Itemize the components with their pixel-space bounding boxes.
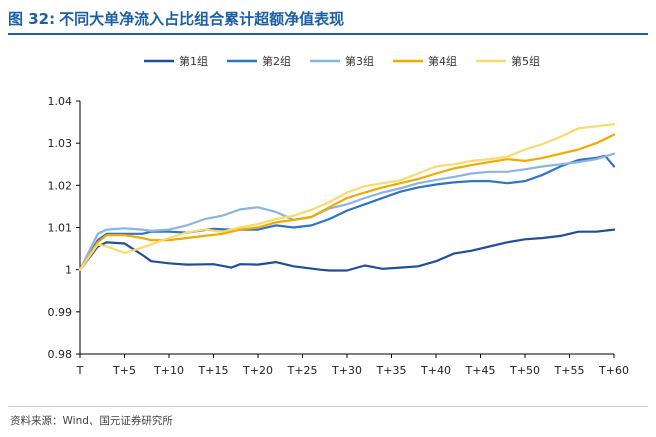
x-tick-label: T+50 [509, 364, 540, 377]
figure-title: 图 32: 不同大单净流入占比组合累计超额净值表现 [8, 8, 344, 29]
y-tick-label: 1.04 [48, 95, 73, 108]
x-tick-label: T+5 [112, 364, 136, 377]
title-underline [8, 33, 648, 35]
figure-label: 图 32: [8, 10, 56, 28]
series-line-1 [78, 228, 616, 272]
y-tick-label: 1.01 [48, 222, 73, 235]
chart-legend: 第1组 第2组 第3组 第4组 第5组 [144, 54, 540, 68]
series-line-5 [78, 123, 616, 271]
y-tick-label: 0.98 [48, 348, 73, 361]
x-tick-label: T+45 [465, 364, 496, 377]
y-tick-label: 0.99 [48, 306, 73, 319]
legend-label: 第4组 [428, 54, 457, 68]
x-tick-label: T+25 [287, 364, 318, 377]
title-bar: 图 32: 不同大单净流入占比组合累计超额净值表现 [0, 0, 656, 36]
x-tick-label: T+35 [376, 364, 407, 377]
x-tick-label: T+55 [554, 364, 585, 377]
y-tick-label: 1 [65, 264, 72, 277]
x-tick-label: T+30 [331, 364, 362, 377]
legend-label: 第5组 [511, 54, 540, 68]
x-tick-label: T+15 [198, 364, 229, 377]
x-tick-label: T [76, 364, 84, 377]
x-tick-label: T+60 [598, 364, 629, 377]
legend-label: 第3组 [345, 54, 374, 68]
plot-series [78, 123, 616, 272]
series-line-2 [78, 154, 616, 271]
series-line-4 [78, 133, 616, 271]
legend-label: 第1组 [179, 54, 208, 68]
x-tick-label: T+10 [153, 364, 184, 377]
x-tick-label: T+20 [242, 364, 273, 377]
y-axis: 0.98 0.99 1 1.01 1.02 1.03 1.04 [48, 95, 81, 361]
line-chart: 第1组 第2组 第3组 第4组 第5组 0.98 0.99 1 1.01 1.02 1.03 1.0… [48, 54, 629, 377]
series-line-3 [78, 152, 616, 271]
source-note: 资料来源：Wind、国元证券研究所 [10, 415, 173, 427]
y-tick-label: 1.03 [48, 137, 73, 150]
y-tick-label: 1.02 [48, 179, 73, 192]
x-tick-label: T+40 [420, 364, 451, 377]
source-divider [8, 406, 648, 407]
figure-title-text: 不同大单净流入占比组合累计超额净值表现 [59, 10, 345, 28]
x-axis: T T+5 T+10 T+15 T+20 T+25 T+30 T+35 T+40 T+45 T+50… [76, 353, 629, 377]
legend-label: 第2组 [262, 54, 291, 68]
